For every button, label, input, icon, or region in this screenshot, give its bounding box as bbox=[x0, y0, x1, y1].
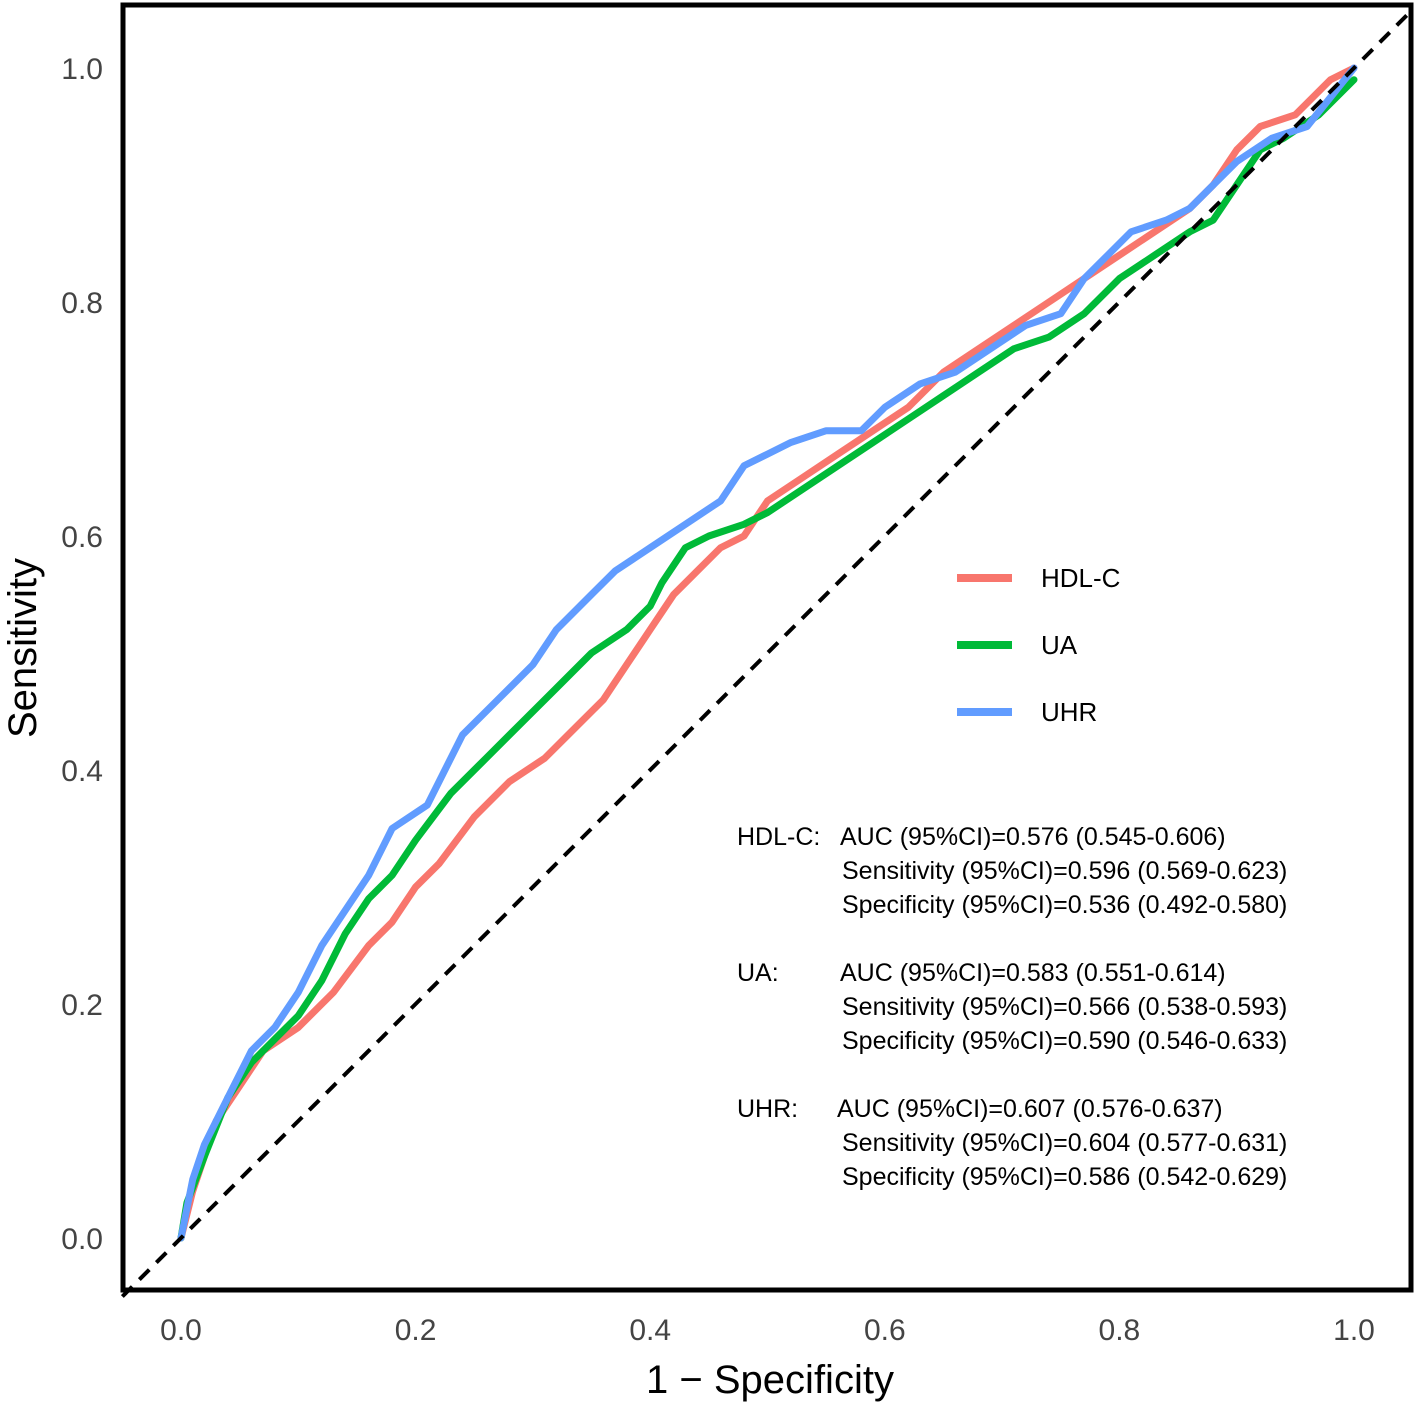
roc-curve-hdl-c bbox=[177, 64, 1358, 1242]
y-tick-label: 0.6 bbox=[61, 521, 103, 554]
x-tick-label: 0.4 bbox=[629, 1314, 671, 1347]
stats-annotation: HDL-C: AUC (95%CI)=0.576 (0.545-0.606) S… bbox=[737, 823, 1287, 1191]
legend-label: UA bbox=[1041, 630, 1078, 660]
y-tick-label: 0.2 bbox=[61, 989, 103, 1022]
x-axis-ticks: 0.0 0.2 0.4 0.6 0.8 1.0 bbox=[160, 1314, 1375, 1347]
hdlc-sensitivity-text: Sensitivity (95%CI)=0.596 (0.569-0.623) bbox=[842, 857, 1287, 885]
uhr-stats-label: UHR: bbox=[737, 1095, 798, 1123]
roc-curve-ua bbox=[177, 76, 1358, 1242]
y-tick-label: 1.0 bbox=[61, 53, 103, 86]
hdlc-stats-label: HDL-C: bbox=[737, 823, 820, 851]
y-tick-label: 0.0 bbox=[61, 1223, 103, 1256]
x-tick-label: 0.2 bbox=[395, 1314, 437, 1347]
legend-label: UHR bbox=[1041, 697, 1097, 727]
x-tick-label: 0.8 bbox=[1099, 1314, 1141, 1347]
x-axis-title: 1 − Specificity bbox=[646, 1358, 894, 1402]
ua-sensitivity-text: Sensitivity (95%CI)=0.566 (0.538-0.593) bbox=[842, 993, 1287, 1021]
y-tick-label: 0.4 bbox=[61, 755, 103, 788]
plot-frame bbox=[120, 2, 1414, 1293]
y-axis-title: Sensitivity bbox=[1, 558, 45, 738]
y-tick-label: 0.8 bbox=[61, 287, 103, 320]
y-axis-ticks: 0.0 0.2 0.4 0.6 0.8 1.0 bbox=[61, 53, 103, 1256]
ua-specificity-text: Specificity (95%CI)=0.590 (0.546-0.633) bbox=[842, 1027, 1287, 1055]
x-tick-label: 0.6 bbox=[864, 1314, 906, 1347]
hdlc-specificity-text: Specificity (95%CI)=0.536 (0.492-0.580) bbox=[842, 891, 1287, 919]
hdlc-auc-text: AUC (95%CI)=0.576 (0.545-0.606) bbox=[840, 823, 1226, 851]
legend: HDL-C UA UHR bbox=[957, 563, 1120, 727]
ua-stats-label: UA: bbox=[737, 959, 779, 987]
uhr-specificity-text: Specificity (95%CI)=0.586 (0.542-0.629) bbox=[842, 1163, 1287, 1191]
uhr-auc-text: AUC (95%CI)=0.607 (0.576-0.637) bbox=[837, 1095, 1223, 1123]
curve-layer bbox=[120, 8, 1415, 1298]
x-tick-label: 0.0 bbox=[160, 1314, 202, 1347]
uhr-sensitivity-text: Sensitivity (95%CI)=0.604 (0.577-0.631) bbox=[842, 1129, 1287, 1157]
reference-diagonal bbox=[120, 8, 1415, 1298]
legend-label: HDL-C bbox=[1041, 563, 1120, 593]
roc-curve-uhr bbox=[177, 64, 1358, 1242]
x-tick-label: 1.0 bbox=[1333, 1314, 1375, 1347]
ua-auc-text: AUC (95%CI)=0.583 (0.551-0.614) bbox=[840, 959, 1226, 987]
